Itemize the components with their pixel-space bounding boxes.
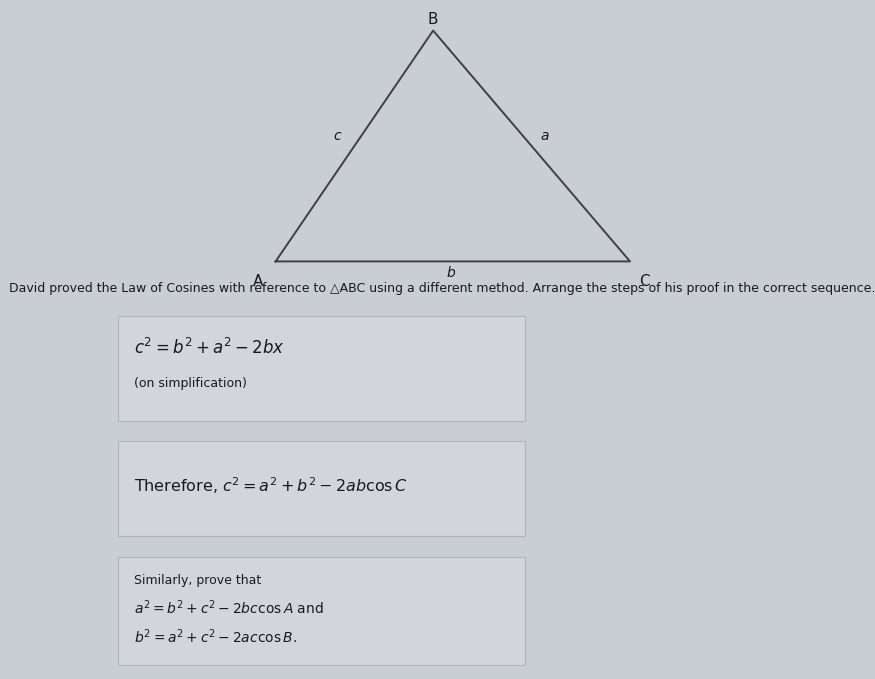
FancyBboxPatch shape [118, 557, 525, 665]
Text: c: c [333, 129, 340, 143]
Text: C: C [640, 274, 650, 289]
Text: Similarly, prove that: Similarly, prove that [134, 574, 261, 587]
Text: $a^2 = b^2 + c^2 - 2bc\cos A$ and: $a^2 = b^2 + c^2 - 2bc\cos A$ and [134, 598, 324, 617]
Text: David proved the Law of Cosines with reference to △ABC using a different method.: David proved the Law of Cosines with ref… [9, 282, 875, 295]
Text: Therefore, $c^2 = a^2 + b^2 - 2ab\cos C$: Therefore, $c^2 = a^2 + b^2 - 2ab\cos C$ [134, 475, 408, 496]
Text: (on simplification): (on simplification) [134, 377, 247, 390]
Text: b: b [446, 266, 455, 280]
FancyBboxPatch shape [118, 441, 525, 536]
Text: B: B [428, 12, 438, 26]
Text: a: a [540, 129, 549, 143]
Text: $c^2 = b^2 + a^2 - 2bx$: $c^2 = b^2 + a^2 - 2bx$ [134, 337, 285, 358]
Text: A: A [253, 274, 263, 289]
FancyBboxPatch shape [118, 316, 525, 421]
Text: $b^2 = a^2 + c^2 - 2ac\cos B.$: $b^2 = a^2 + c^2 - 2ac\cos B.$ [134, 627, 297, 646]
